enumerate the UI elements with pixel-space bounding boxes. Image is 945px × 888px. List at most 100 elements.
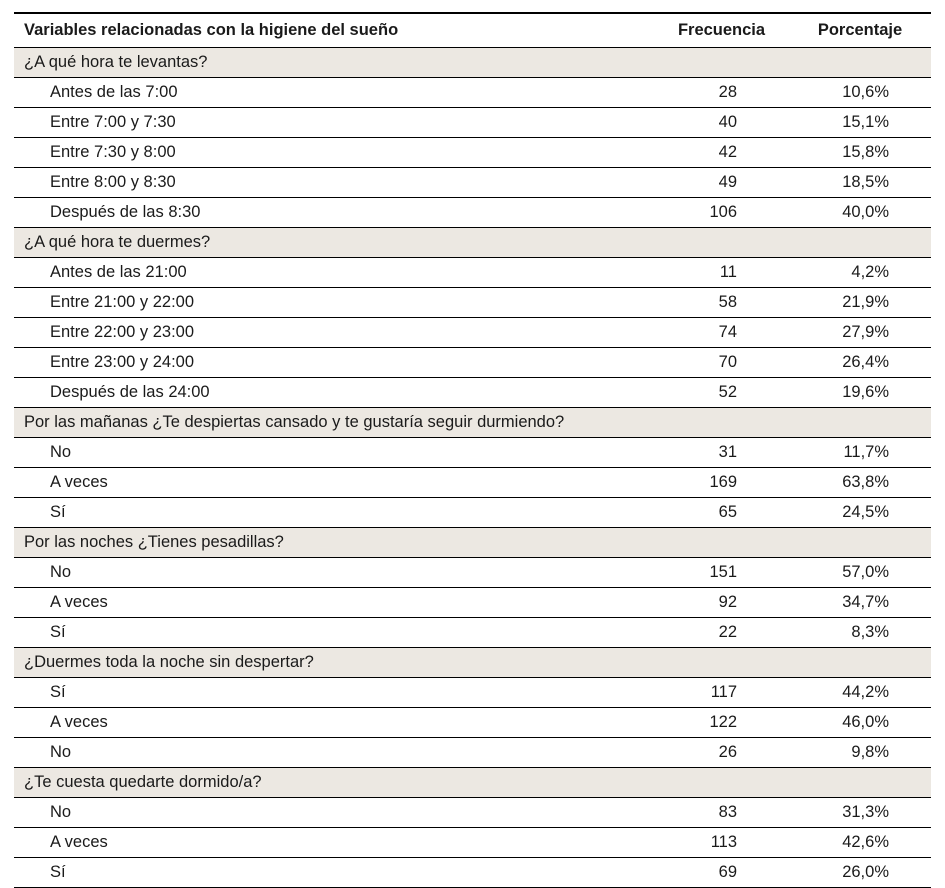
- row-pct: 44,2%: [789, 678, 931, 708]
- row-freq: 70: [654, 348, 789, 378]
- row-pct: 10,6%: [789, 78, 931, 108]
- row-freq: 117: [654, 678, 789, 708]
- row-freq: 113: [654, 828, 789, 858]
- row-freq: 83: [654, 798, 789, 828]
- table-row: No 83 31,3%: [14, 798, 931, 828]
- row-label: Entre 7:30 y 8:00: [14, 138, 654, 168]
- row-label: Entre 7:00 y 7:30: [14, 108, 654, 138]
- row-label: Entre 22:00 y 23:00: [14, 318, 654, 348]
- table-row: A veces 92 34,7%: [14, 588, 931, 618]
- row-pct: 42,6%: [789, 828, 931, 858]
- table-body: ¿A qué hora te levantas? Antes de las 7:…: [14, 48, 931, 888]
- row-freq: 11: [654, 258, 789, 288]
- row-pct: 9,8%: [789, 738, 931, 768]
- row-pct: 8,3%: [789, 618, 931, 648]
- row-pct: 24,5%: [789, 498, 931, 528]
- question-text: ¿A qué hora te levantas?: [14, 48, 931, 78]
- row-label: A veces: [14, 828, 654, 858]
- row-pct: 26,0%: [789, 858, 931, 888]
- row-label: Después de las 8:30: [14, 198, 654, 228]
- table-row: A veces 169 63,8%: [14, 468, 931, 498]
- row-pct: 15,1%: [789, 108, 931, 138]
- row-label: Sí: [14, 618, 654, 648]
- row-freq: 52: [654, 378, 789, 408]
- row-pct: 19,6%: [789, 378, 931, 408]
- table-row: Entre 7:30 y 8:00 42 15,8%: [14, 138, 931, 168]
- row-freq: 74: [654, 318, 789, 348]
- row-label: Entre 8:00 y 8:30: [14, 168, 654, 198]
- question-row: ¿A qué hora te levantas?: [14, 48, 931, 78]
- table-row: No 26 9,8%: [14, 738, 931, 768]
- row-label: Sí: [14, 858, 654, 888]
- row-freq: 42: [654, 138, 789, 168]
- row-pct: 4,2%: [789, 258, 931, 288]
- table-header-row: Variables relacionadas con la higiene de…: [14, 13, 931, 48]
- header-percentage: Porcentaje: [789, 13, 931, 48]
- row-freq: 122: [654, 708, 789, 738]
- row-label: A veces: [14, 468, 654, 498]
- row-label: No: [14, 558, 654, 588]
- row-label: No: [14, 798, 654, 828]
- table-row: Sí 22 8,3%: [14, 618, 931, 648]
- table-row: No 31 11,7%: [14, 438, 931, 468]
- question-text: ¿Te cuesta quedarte dormido/a?: [14, 768, 931, 798]
- table-row: Entre 21:00 y 22:00 58 21,9%: [14, 288, 931, 318]
- question-row: ¿Te cuesta quedarte dormido/a?: [14, 768, 931, 798]
- row-freq: 69: [654, 858, 789, 888]
- row-label: Antes de las 7:00: [14, 78, 654, 108]
- row-freq: 28: [654, 78, 789, 108]
- row-label: A veces: [14, 588, 654, 618]
- row-label: A veces: [14, 708, 654, 738]
- question-text: Por las mañanas ¿Te despiertas cansado y…: [14, 408, 931, 438]
- page: Variables relacionadas con la higiene de…: [0, 0, 945, 882]
- row-pct: 21,9%: [789, 288, 931, 318]
- question-row: Por las mañanas ¿Te despiertas cansado y…: [14, 408, 931, 438]
- row-freq: 49: [654, 168, 789, 198]
- question-text: ¿A qué hora te duermes?: [14, 228, 931, 258]
- row-pct: 57,0%: [789, 558, 931, 588]
- table-row: Antes de las 21:00 11 4,2%: [14, 258, 931, 288]
- row-pct: 18,5%: [789, 168, 931, 198]
- row-freq: 31: [654, 438, 789, 468]
- table-row: Entre 7:00 y 7:30 40 15,1%: [14, 108, 931, 138]
- row-label: No: [14, 438, 654, 468]
- table-row: Antes de las 7:00 28 10,6%: [14, 78, 931, 108]
- question-text: ¿Duermes toda la noche sin despertar?: [14, 648, 931, 678]
- row-pct: 34,7%: [789, 588, 931, 618]
- row-freq: 65: [654, 498, 789, 528]
- row-freq: 26: [654, 738, 789, 768]
- header-frequency: Frecuencia: [654, 13, 789, 48]
- table-row: Sí 117 44,2%: [14, 678, 931, 708]
- question-row: ¿A qué hora te duermes?: [14, 228, 931, 258]
- row-pct: 40,0%: [789, 198, 931, 228]
- question-row: ¿Duermes toda la noche sin despertar?: [14, 648, 931, 678]
- table-row: A veces 113 42,6%: [14, 828, 931, 858]
- row-label: No: [14, 738, 654, 768]
- row-pct: 31,3%: [789, 798, 931, 828]
- table-row: Entre 23:00 y 24:00 70 26,4%: [14, 348, 931, 378]
- row-pct: 26,4%: [789, 348, 931, 378]
- row-freq: 92: [654, 588, 789, 618]
- row-freq: 22: [654, 618, 789, 648]
- row-label: Sí: [14, 678, 654, 708]
- table-row: Entre 8:00 y 8:30 49 18,5%: [14, 168, 931, 198]
- question-row: Por las noches ¿Tienes pesadillas?: [14, 528, 931, 558]
- row-pct: 63,8%: [789, 468, 931, 498]
- row-freq: 106: [654, 198, 789, 228]
- row-label: Después de las 24:00: [14, 378, 654, 408]
- row-label: Entre 21:00 y 22:00: [14, 288, 654, 318]
- row-freq: 40: [654, 108, 789, 138]
- row-label: Sí: [14, 498, 654, 528]
- row-freq: 169: [654, 468, 789, 498]
- header-variables: Variables relacionadas con la higiene de…: [14, 13, 654, 48]
- row-pct: 11,7%: [789, 438, 931, 468]
- row-pct: 15,8%: [789, 138, 931, 168]
- row-pct: 46,0%: [789, 708, 931, 738]
- table-row: Sí 65 24,5%: [14, 498, 931, 528]
- table-row: Después de las 24:00 52 19,6%: [14, 378, 931, 408]
- row-freq: 151: [654, 558, 789, 588]
- row-label: Antes de las 21:00: [14, 258, 654, 288]
- row-pct: 27,9%: [789, 318, 931, 348]
- row-label: Entre 23:00 y 24:00: [14, 348, 654, 378]
- table-row: Entre 22:00 y 23:00 74 27,9%: [14, 318, 931, 348]
